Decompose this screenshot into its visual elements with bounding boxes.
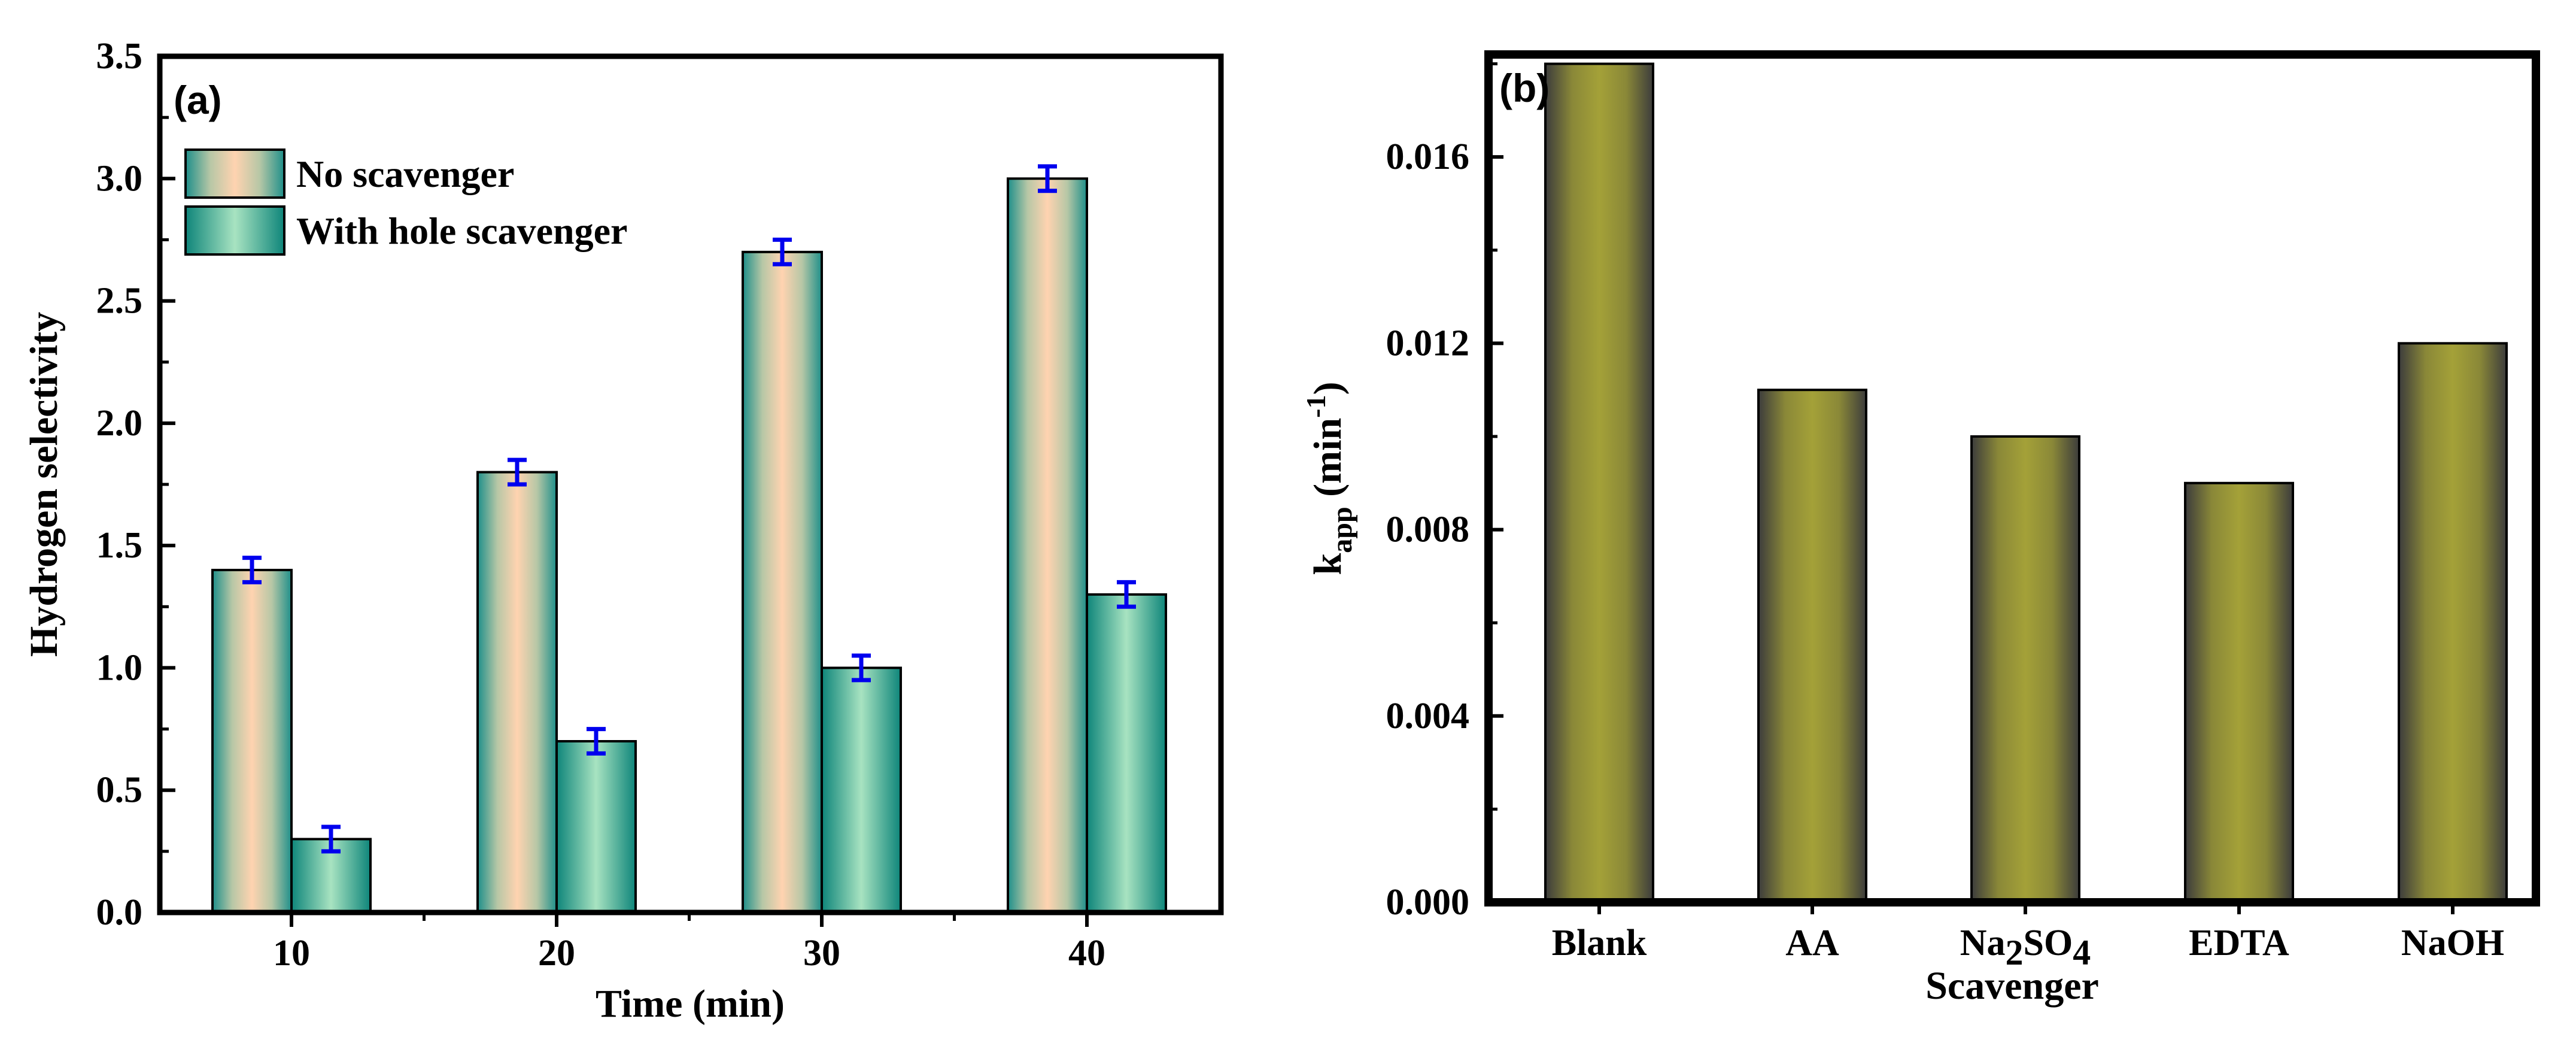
x-tick-label: 20 (538, 933, 575, 974)
y-tick-label: 0.004 (1386, 696, 1470, 736)
bar-blank (1544, 62, 1654, 904)
x-tick-label: 30 (803, 933, 840, 974)
x-tick-label: AA (1785, 923, 1839, 963)
bar-edta (2184, 481, 2294, 904)
bar-with-hole-scavenger-20 (555, 740, 637, 914)
x-tick-label: 40 (1068, 933, 1105, 974)
error-bar-with-hole-scavenger-30 (852, 653, 871, 683)
y-tick-label: 3.5 (96, 36, 143, 77)
panel-b-label: (b) (1499, 66, 1550, 110)
bar-no-scavenger-40 (1007, 177, 1088, 914)
y-tick-label: 1.5 (96, 525, 143, 566)
panel-a-chart: 0.0 0.5 1.0 1.5 2.0 2.5 3.0 3.5 10 20 30 40 (a) Ti… (22, 36, 1224, 1026)
error-bar-with-hole-scavenger-40 (1117, 580, 1136, 609)
error-bar-no-scavenger-10 (242, 556, 262, 584)
bar-with-hole-scavenger-40 (1086, 593, 1167, 914)
bar-naoh (2398, 342, 2508, 904)
legend-swatch-with-hole-scavenger (184, 205, 285, 256)
bar-with-hole-scavenger-30 (821, 666, 902, 914)
error-bar-no-scavenger-30 (773, 237, 792, 266)
y-tick-label: 0.5 (96, 770, 143, 811)
y-tick-label: 0.016 (1386, 137, 1470, 177)
y-tick-label: 3.0 (96, 158, 143, 199)
panel-a-frame (157, 53, 1224, 915)
y-tick-label: 2.5 (96, 281, 143, 322)
x-tick-label: Blank (1552, 923, 1647, 963)
error-bar-no-scavenger-40 (1038, 164, 1057, 193)
panel-b-x-axis-title: Scavenger (1925, 964, 2099, 1008)
panel-b-y-axis-title: kapp (min-1) (1301, 382, 1358, 575)
bar-aa (1757, 389, 1867, 904)
x-tick-label: EDTA (2189, 923, 2289, 963)
panel-b-chart: 0.000 0.004 0.008 0.012 0.016 Blank AA Na2SO4 E… (1301, 50, 2540, 1008)
y-tick-label: 0.0 (96, 892, 143, 933)
bar-no-scavenger-20 (476, 471, 558, 914)
legend-swatch-no-scavenger (184, 148, 285, 199)
legend-label-no-scavenger: No scavenger (296, 153, 514, 195)
x-tick-label: 10 (273, 933, 310, 974)
panel-a-label: (a) (174, 78, 222, 122)
error-bar-with-hole-scavenger-10 (321, 824, 341, 854)
y-tick-label: 1.0 (96, 647, 143, 688)
panel-a-y-axis-title: Hydrogen selectivity (22, 312, 66, 657)
y-tick-label: 2.0 (96, 403, 143, 444)
error-bar-no-scavenger-20 (508, 457, 527, 487)
y-tick-label: 0.000 (1386, 882, 1470, 923)
legend-label-with-hole-scavenger: With hole scavenger (296, 210, 627, 252)
panel-a-legend: No scavenger With hole scavenger (184, 148, 627, 256)
y-tick-label: 0.008 (1386, 510, 1470, 550)
error-bar-with-hole-scavenger-20 (587, 727, 606, 756)
bar-na (1970, 435, 2080, 904)
x-tick-label: NaOH (2401, 923, 2504, 963)
panel-b-frame (1484, 50, 2540, 907)
bar-no-scavenger-10 (211, 569, 293, 914)
y-tick-label: 0.012 (1386, 323, 1470, 363)
panel-a-x-axis-title: Time (min) (596, 982, 785, 1026)
x-tick-label: Na2SO4 (1960, 923, 2091, 972)
bar-no-scavenger-30 (742, 250, 823, 914)
